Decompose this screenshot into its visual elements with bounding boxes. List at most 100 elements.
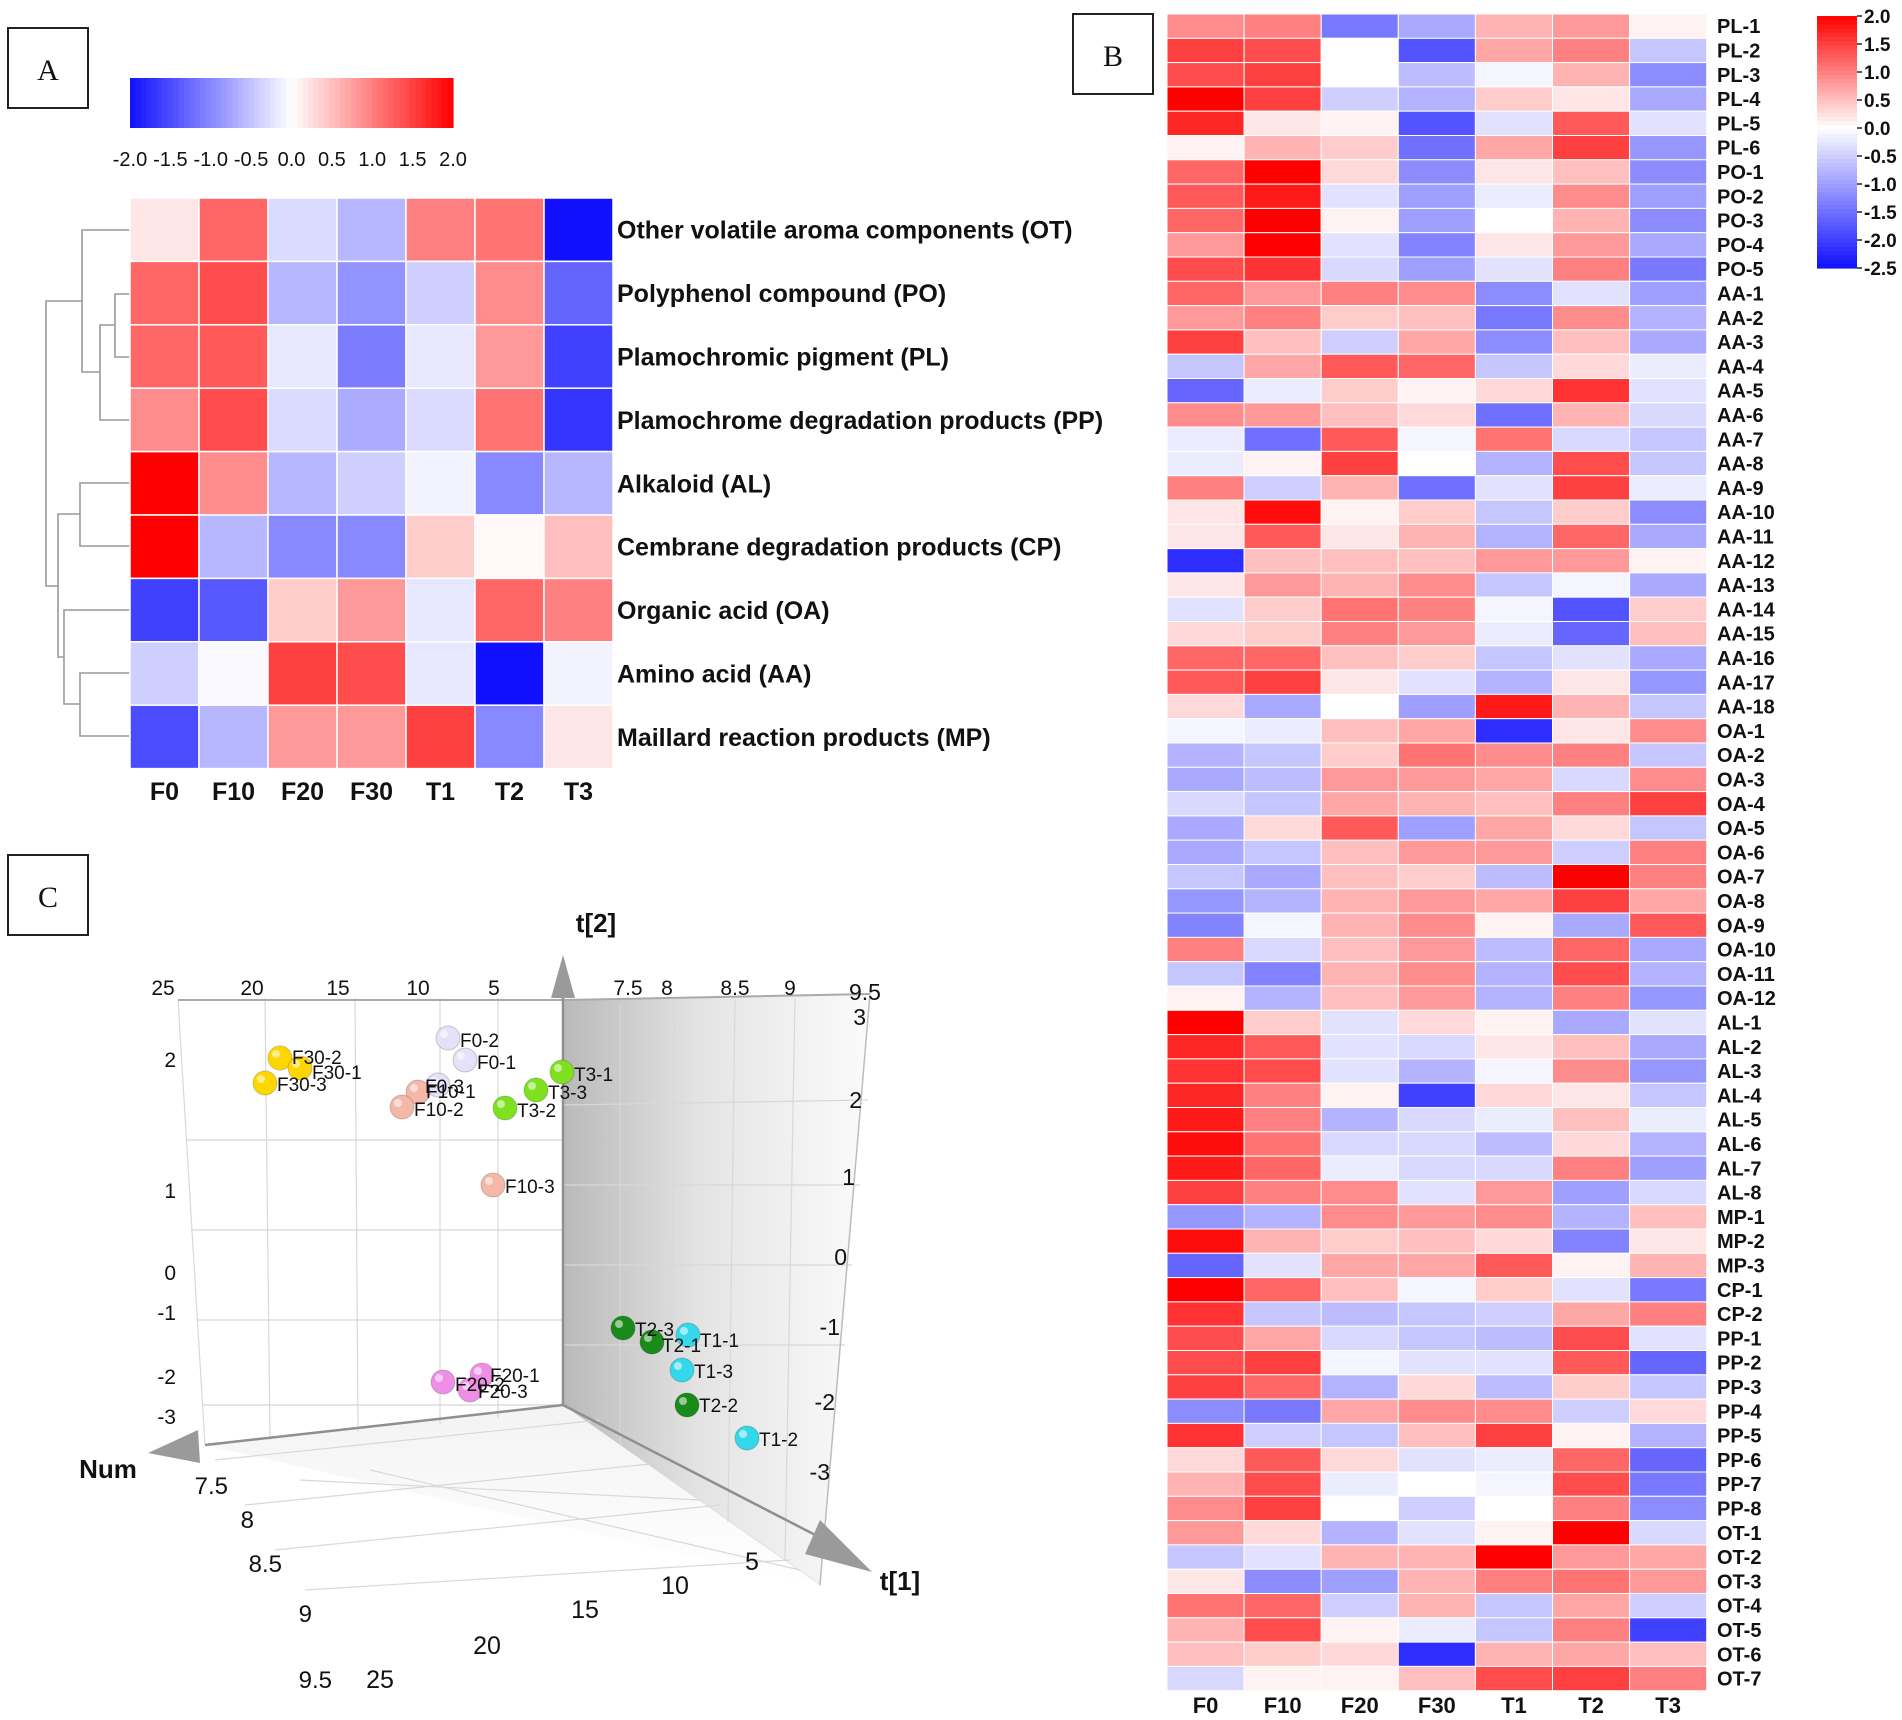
heatmap-b-cell [1397,791,1476,817]
heatmap-b-cell [1397,718,1476,744]
heatmap-b-cell [1552,1228,1631,1254]
heatmap-b-cell [1474,1471,1554,1497]
heatmap-a-column-label: F10 [212,778,255,806]
heatmap-b-cell [1166,232,1245,258]
heatmap-b-cell [1320,548,1399,574]
heatmap-b-cell [1166,1228,1245,1254]
heatmap-b-cell [1474,1520,1554,1546]
heatmap-b-cell [1320,1277,1399,1303]
heatmap-b-cell [1166,110,1245,136]
heatmap-b-cell [1166,1082,1245,1108]
heatmap-b-cell [1552,791,1631,817]
heatmap-b-cell [1629,596,1708,623]
heatmap-b-cell [1166,1471,1245,1497]
heatmap-b-cell [1552,1058,1631,1084]
heatmap-b-row-label: PO-5 [1717,259,1764,281]
colorbar-a-segment [442,78,449,128]
heatmap-b-cell [1243,135,1322,161]
colorbar-b-segment [1817,242,1857,248]
heatmap-b-cell [1474,1155,1554,1181]
heatmap-b-cell [1320,1520,1399,1546]
heatmap-b-cell [1243,207,1322,234]
colorbar-b-segment [1817,163,1857,168]
heatmap-b-row-label: PL-1 [1717,16,1760,38]
heatmap-b-cell [1552,426,1631,452]
heatmap-b-cell [1397,985,1476,1011]
heatmap-a-cell [198,260,269,326]
heatmap-a-cell [543,577,614,643]
heatmap-b-cell [1243,37,1322,64]
heatmap-b-cell [1397,1422,1476,1449]
heatmap-b-cell [1166,621,1245,647]
score-point-highlight [474,1367,482,1375]
heatmap-b-cell [1243,548,1322,574]
heatmap-b-cell [1552,1568,1631,1594]
heatmap-b-cell [1474,766,1554,793]
heatmap-b-cell [1397,1325,1476,1351]
heatmap-b-cell [1166,183,1245,209]
score-point [252,1070,278,1096]
score-point-highlight [292,1060,300,1068]
heatmap-b-cell [1397,596,1476,623]
heatmap-b-cell [1552,621,1631,647]
heatmap-b-cell [1629,1252,1708,1279]
heatmap-b-cell [1166,766,1245,793]
colorbar-b-segment [1817,104,1857,109]
heatmap-b-cell [1552,1422,1631,1449]
heatmap-b-cell [1397,888,1476,914]
heatmap-b-cell [1320,1617,1399,1643]
heatmap-b-cell [1320,669,1399,695]
colorbar-b-segment [1817,37,1857,42]
heatmap-b-cell [1629,1058,1708,1084]
heatmap-b-cell [1243,159,1322,185]
heatmap-a-cell [336,260,407,326]
heatmap-b-cell [1166,62,1245,88]
heatmap-b-cell [1166,450,1245,477]
colorbar-a-segment [307,78,314,128]
plot3d-tick: 1 [842,1164,855,1190]
colorbar-b-segment [1817,188,1857,193]
heatmap-b-cell [1397,815,1476,841]
colorbar-b-segment [1817,45,1857,51]
heatmap-b-cell [1397,402,1476,428]
score-point [669,1357,695,1383]
heatmap-b-cell [1474,402,1554,428]
colorbar-b-segment [1817,41,1857,46]
heatmap-b-row-label: OT-4 [1717,1596,1762,1618]
heatmap-b-row-label: PO-1 [1717,162,1764,184]
heatmap-b-row-label: AL-7 [1717,1158,1761,1180]
heatmap-b-cell [1243,1350,1322,1376]
heatmap-b-cell [1320,1544,1399,1570]
heatmap-b-cell [1552,1034,1631,1060]
heatmap-b-cell [1320,839,1399,866]
heatmap-b-cell [1243,912,1322,938]
heatmap-b-row-label: OA-4 [1717,794,1766,816]
colorbar-a-segment [151,78,158,128]
colorbar-a-segment [189,78,196,128]
plot3d-tick-labels: 25 20 15 10 5 7.5 8 8.5 9 9.5210-1-2-33210-1-2-37… [151,977,881,1694]
heatmap-a-cell [129,577,200,643]
plot3d-tick: 0 [164,1262,176,1285]
heatmap-b-cell [1243,839,1322,866]
heatmap-b-cell [1166,1447,1245,1473]
heatmap-b-cell [1166,718,1245,744]
colorbar-a-segment [199,78,206,128]
heatmap-b-cell [1552,864,1631,890]
heatmap-a-cell [405,641,476,706]
heatmap-b-cell [1629,815,1708,841]
heatmap-b-cell [1629,1617,1708,1643]
heatmap-b-cell [1166,1058,1245,1084]
colorbar-b-segment [1817,184,1857,189]
heatmap-b-cell [1552,232,1631,258]
heatmap-b-cell [1243,402,1322,428]
heatmap-b-cell [1629,1301,1708,1327]
plot3d-tick: 8 [241,1507,254,1534]
heatmap-b-cell [1243,1155,1322,1181]
heatmap-b-cell [1629,499,1708,525]
heatmap-b-cell [1320,1058,1399,1084]
heatmap-b-cell [1166,1422,1245,1449]
heatmap-b-cell [1474,110,1554,136]
heatmap-b-cell [1397,305,1476,331]
heatmap-b-cell [1320,1325,1399,1351]
heatmap-b-cell [1552,1495,1631,1522]
